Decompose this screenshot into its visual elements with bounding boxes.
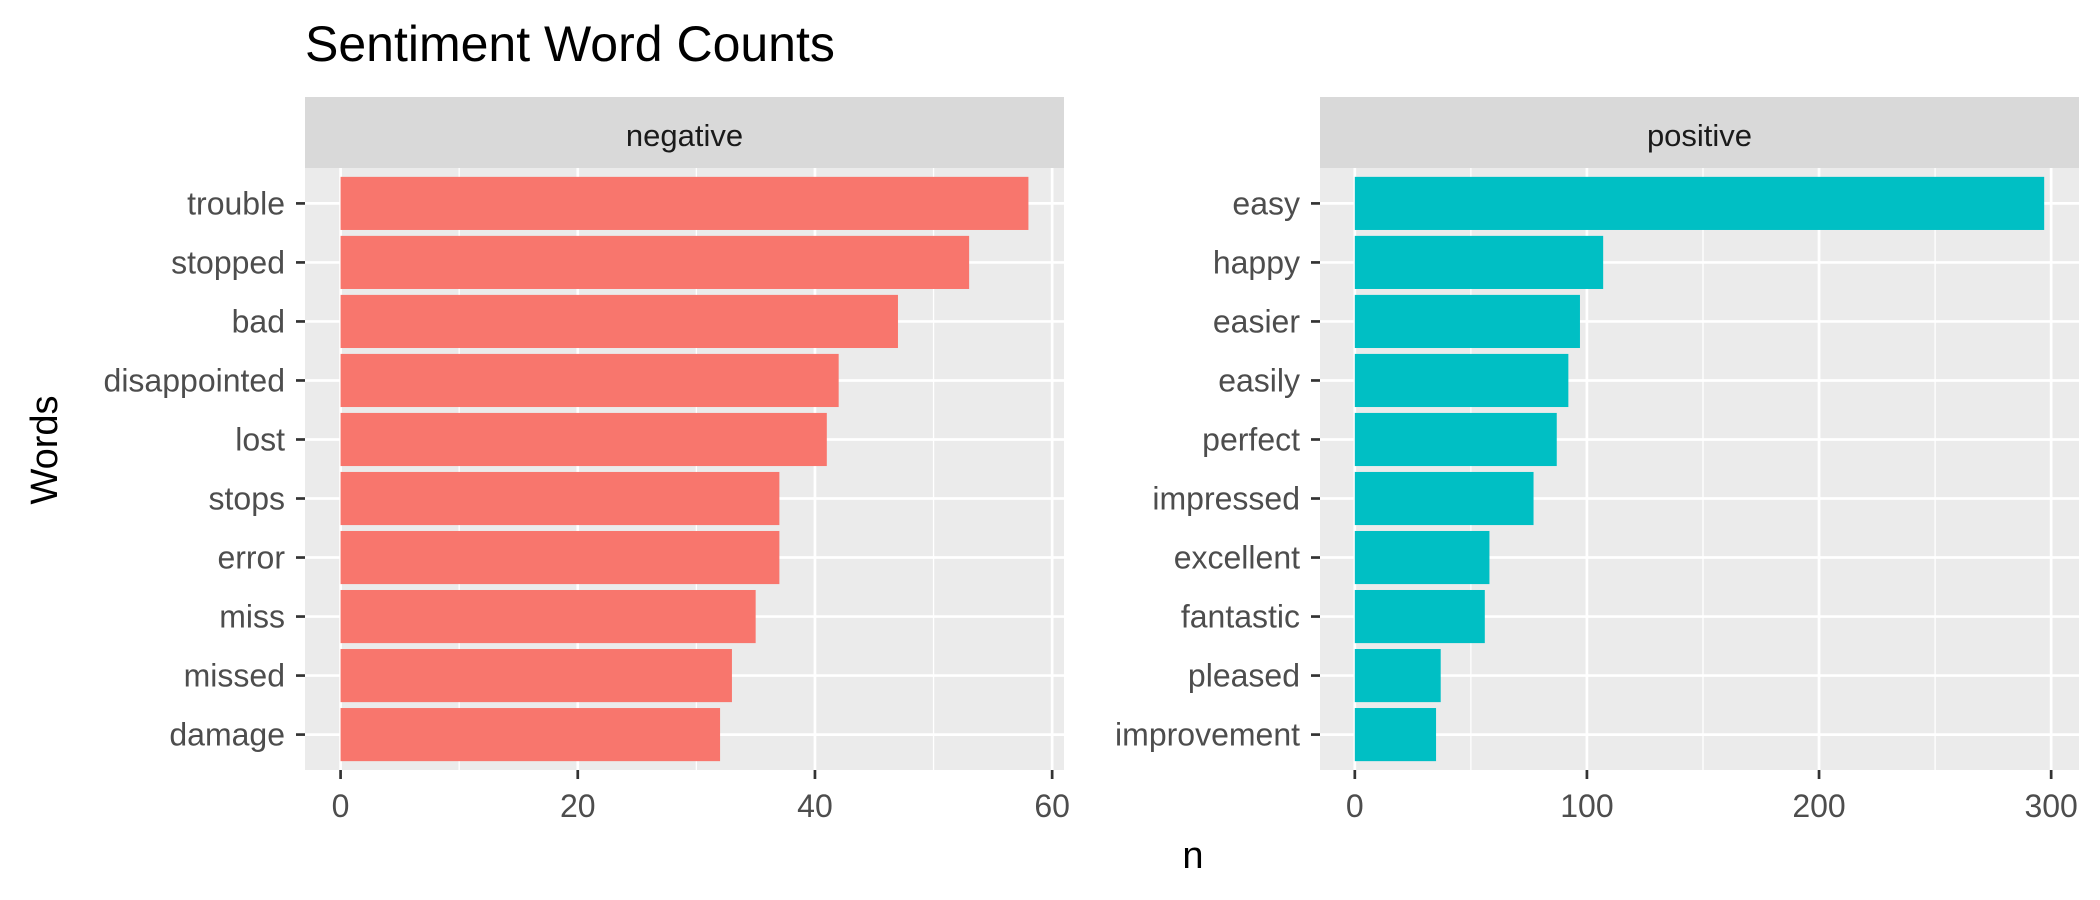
- bar-excellent: [1354, 530, 1490, 585]
- bar-stops: [340, 471, 780, 526]
- y-tick-label: stopped: [171, 244, 285, 280]
- y-tick-label: easier: [1213, 303, 1301, 339]
- facet-strip-negative: [305, 97, 1064, 168]
- y-tick-label: easy: [1232, 185, 1300, 221]
- y-tick-label: trouble: [187, 185, 285, 221]
- x-tick-label: 60: [1034, 788, 1070, 824]
- y-tick-label: pleased: [1188, 658, 1300, 694]
- bar-disappointed: [340, 353, 839, 408]
- bar-damage: [340, 708, 721, 762]
- bar-happy: [1354, 235, 1604, 289]
- bar-trouble: [340, 176, 1029, 230]
- y-axis-title: Words: [24, 395, 66, 504]
- x-axis-title: n: [1182, 835, 1203, 877]
- panel-negative: negative trouble stopped bad disappointed los…: [104, 97, 1070, 824]
- y-tick-label: improvement: [1115, 717, 1300, 753]
- chart-title: Sentiment Word Counts: [305, 16, 835, 72]
- y-tick-label: excellent: [1174, 540, 1300, 576]
- y-tick-label: perfect: [1202, 421, 1300, 457]
- y-tick-label: damage: [169, 717, 285, 753]
- facet-label-negative: negative: [626, 118, 743, 153]
- y-tick-label: disappointed: [104, 362, 285, 398]
- y-tick-label: happy: [1213, 244, 1300, 280]
- bar-easily: [1354, 353, 1569, 408]
- panel-positive: positive easy happy easier easily perfect impr…: [1115, 97, 2079, 824]
- y-tick-label: lost: [235, 421, 285, 457]
- x-tick-label: 0: [1346, 788, 1364, 824]
- y-tick-label: impressed: [1152, 481, 1300, 517]
- bar-perfect: [1354, 412, 1557, 467]
- x-tick-label: 0: [332, 788, 350, 824]
- facet-panels: negative trouble stopped bad disappointed los…: [104, 97, 2079, 824]
- facet-label-positive: positive: [1647, 118, 1752, 153]
- bar-easy: [1354, 176, 2045, 230]
- y-tick-label: easily: [1218, 362, 1300, 398]
- bar-pleased: [1354, 649, 1441, 703]
- bar-missed: [340, 649, 732, 703]
- y-tick-label: stops: [209, 481, 285, 517]
- x-tick-label: 300: [2024, 788, 2077, 824]
- y-tick-label: missed: [184, 658, 285, 694]
- bar-easier: [1354, 294, 1580, 349]
- bar-error: [340, 530, 780, 585]
- bar-miss: [340, 589, 756, 644]
- bar-impressed: [1354, 471, 1534, 526]
- bar-improvement: [1354, 708, 1437, 762]
- bar-lost: [340, 412, 827, 467]
- x-tick-label: 40: [797, 788, 833, 824]
- x-tick-label: 100: [1560, 788, 1613, 824]
- facet-strip-positive: [1320, 97, 2079, 168]
- y-tick-label: miss: [219, 599, 285, 635]
- bar-fantastic: [1354, 589, 1485, 644]
- y-tick-label: error: [217, 540, 285, 576]
- x-tick-label: 20: [560, 788, 596, 824]
- y-tick-label: bad: [232, 303, 285, 339]
- bar-bad: [340, 294, 898, 349]
- bar-stopped: [340, 235, 970, 289]
- y-tick-label: fantastic: [1181, 599, 1300, 635]
- x-tick-label: 200: [1792, 788, 1845, 824]
